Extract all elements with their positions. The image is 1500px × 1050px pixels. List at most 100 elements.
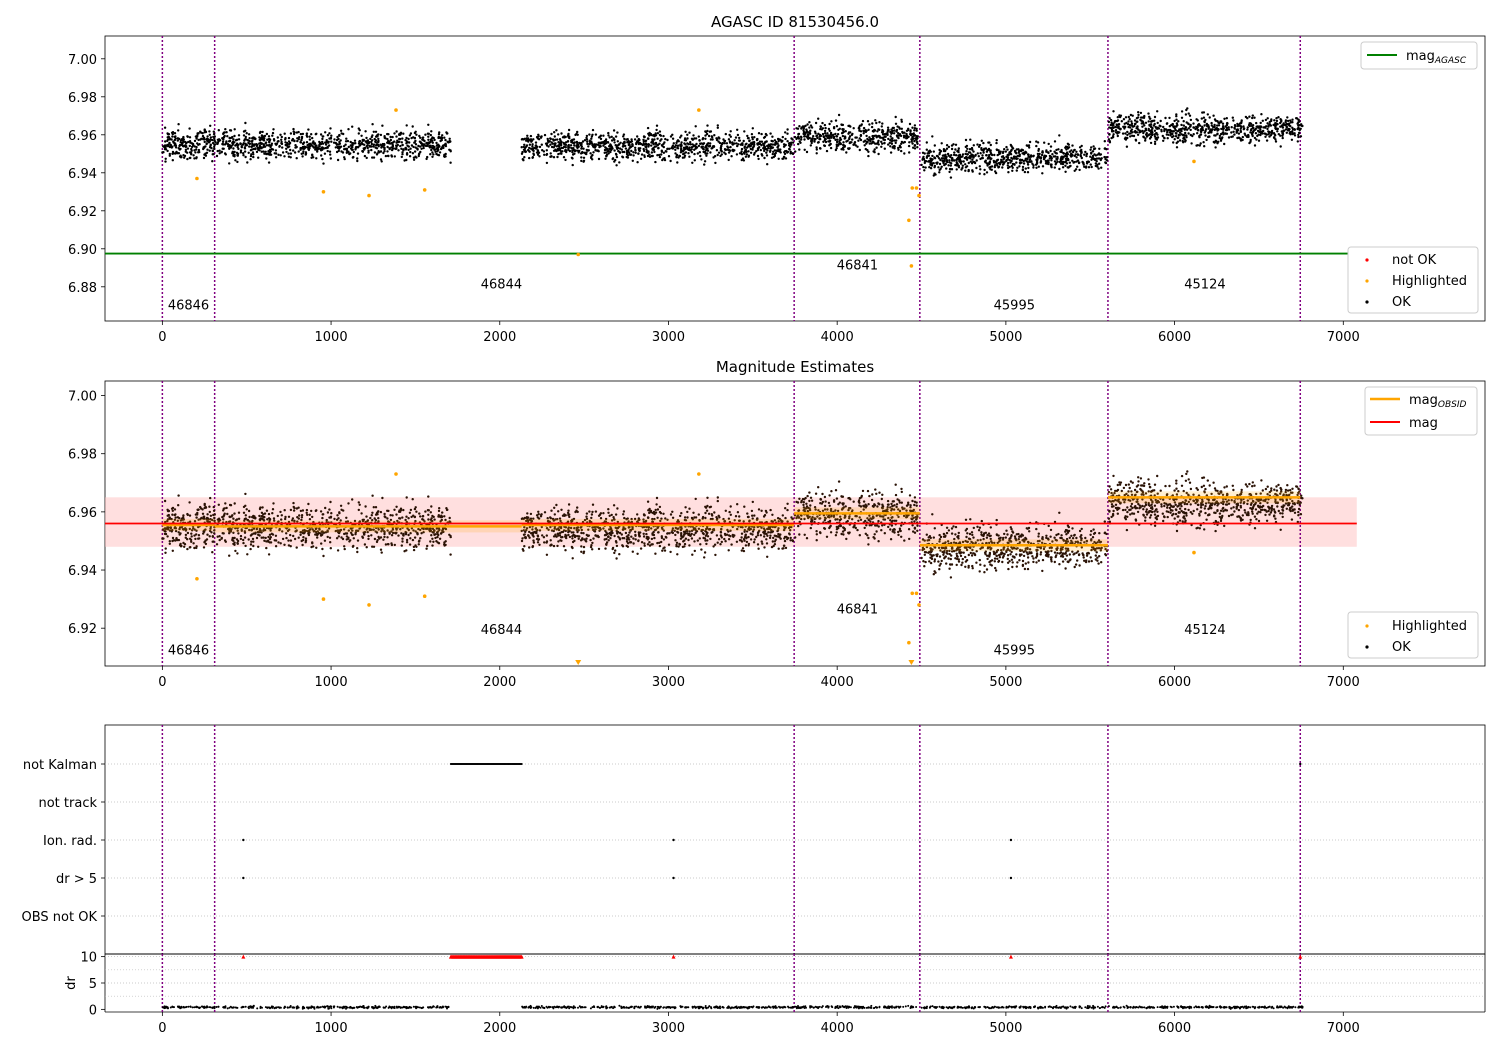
ok-point	[311, 136, 314, 140]
ok-point	[570, 156, 574, 159]
ok-point	[857, 139, 860, 142]
ok-point	[357, 142, 361, 145]
ok-point	[676, 144, 679, 147]
ok-point	[277, 140, 280, 143]
ok-point	[257, 148, 260, 151]
ok-point	[1293, 134, 1297, 137]
ok-point	[386, 517, 389, 520]
ok-point	[1230, 131, 1233, 134]
ok-point	[1172, 141, 1175, 144]
ok-point	[1210, 121, 1213, 125]
ok-point	[1085, 160, 1089, 164]
ok-point	[762, 136, 766, 139]
ok-point	[220, 537, 223, 540]
ok-point	[727, 158, 730, 162]
ok-point	[179, 154, 182, 157]
ok-point	[262, 150, 265, 153]
ok-point	[436, 535, 439, 539]
ok-point	[714, 161, 717, 165]
ok-point	[940, 142, 943, 145]
ok-point	[534, 141, 538, 144]
ok-point	[1212, 114, 1215, 117]
ok-point	[1070, 154, 1074, 157]
ok-point	[639, 157, 643, 160]
ok-point	[706, 124, 709, 127]
ok-point	[253, 143, 256, 146]
ok-point	[1114, 129, 1118, 132]
ok-point	[305, 132, 309, 135]
ok-point	[242, 152, 245, 155]
ok-point	[1168, 128, 1172, 132]
ok-point	[302, 141, 306, 144]
ok-point	[283, 543, 286, 546]
ok-point	[1203, 124, 1206, 127]
ok-point	[255, 144, 258, 148]
ok-point	[622, 135, 625, 138]
ok-point	[186, 547, 189, 551]
ok-point	[275, 142, 279, 145]
ok-point	[289, 148, 292, 152]
ok-point	[881, 122, 884, 125]
ok-point	[274, 152, 278, 155]
ok-point	[194, 537, 197, 541]
ok-point	[1217, 124, 1221, 127]
ok-point	[578, 141, 581, 145]
ok-point	[522, 159, 525, 162]
ok-point	[603, 148, 607, 152]
ok-point	[232, 517, 235, 520]
ok-point	[913, 129, 916, 132]
ok-point	[393, 543, 396, 547]
ok-point	[383, 135, 386, 138]
ok-point	[1021, 168, 1025, 172]
ok-point	[585, 138, 589, 141]
ok-point	[295, 146, 298, 149]
ok-point	[201, 508, 204, 511]
ok-point	[811, 139, 814, 142]
ok-point	[440, 515, 443, 519]
ok-point	[666, 138, 669, 142]
ok-point	[1098, 147, 1101, 150]
ok-point	[197, 534, 201, 537]
ok-point	[338, 511, 341, 514]
ok-point	[377, 517, 380, 520]
ok-point	[1116, 116, 1120, 119]
ok-point	[704, 130, 707, 133]
ok-point	[171, 135, 174, 138]
ok-point	[973, 161, 977, 165]
ok-point	[1045, 149, 1048, 152]
ok-point	[1111, 136, 1115, 139]
ok-point	[1127, 115, 1131, 119]
ok-point	[1298, 120, 1301, 123]
ok-point	[553, 143, 557, 146]
ok-point	[431, 141, 434, 144]
ok-point	[1218, 134, 1222, 138]
ok-point	[633, 138, 637, 141]
ok-point	[704, 137, 707, 140]
ok-point	[170, 138, 173, 141]
ok-point	[945, 159, 949, 162]
ok-point	[240, 145, 243, 148]
y-tick-label: 6.94	[68, 564, 97, 579]
ok-point	[251, 142, 254, 145]
ok-point	[395, 141, 398, 144]
ok-point	[301, 145, 305, 149]
ok-point	[933, 157, 937, 160]
ok-point	[171, 513, 174, 516]
ok-point	[937, 166, 940, 169]
ok-point	[407, 145, 410, 148]
ok-point	[353, 139, 357, 142]
ok-point	[1249, 131, 1252, 134]
top-title: AGASC ID 81530456.0	[711, 13, 879, 31]
ok-point	[302, 536, 305, 539]
ok-point	[314, 509, 317, 513]
ok-point	[342, 509, 345, 512]
ok-point	[1180, 123, 1183, 127]
ok-point	[588, 133, 591, 136]
ok-point	[216, 149, 219, 153]
ok-point	[704, 134, 707, 137]
ok-point	[375, 540, 379, 544]
ok-point	[1149, 117, 1152, 120]
ok-point	[1022, 159, 1025, 163]
ok-point	[613, 160, 616, 163]
ok-point	[845, 151, 848, 154]
